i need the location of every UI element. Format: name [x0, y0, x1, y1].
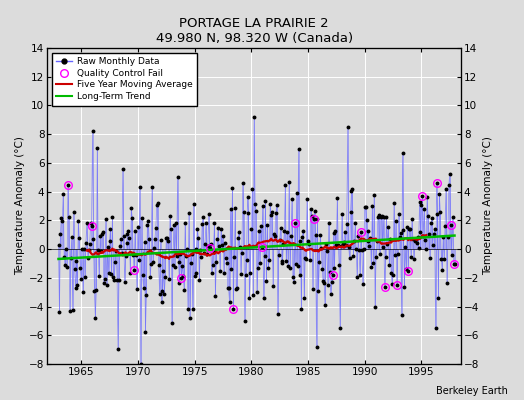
Y-axis label: Temperature Anomaly (°C): Temperature Anomaly (°C) — [15, 136, 25, 276]
Text: Berkeley Earth: Berkeley Earth — [436, 386, 508, 396]
Title: PORTAGE LA PRAIRIE 2
49.980 N, 98.320 W (Canada): PORTAGE LA PRAIRIE 2 49.980 N, 98.320 W … — [156, 18, 353, 46]
Legend: Raw Monthly Data, Quality Control Fail, Five Year Moving Average, Long-Term Tren: Raw Monthly Data, Quality Control Fail, … — [52, 52, 197, 106]
Y-axis label: Temperature Anomaly (°C): Temperature Anomaly (°C) — [484, 136, 494, 276]
